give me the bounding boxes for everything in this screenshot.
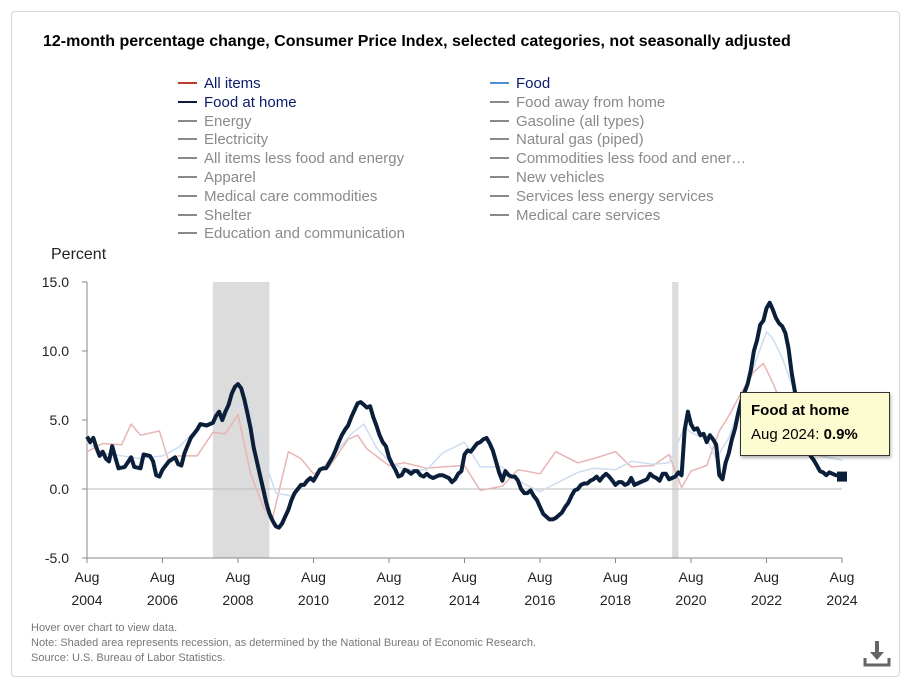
y-tick-label: 15.0 bbox=[42, 274, 69, 290]
x-tick-label: Aug bbox=[528, 569, 553, 585]
legend-label: All items less food and energy bbox=[204, 150, 405, 168]
x-tick-label: 2014 bbox=[449, 592, 480, 608]
legend-item[interactable]: Medical care commodities bbox=[178, 188, 377, 207]
hover-note: Hover over chart to view data. bbox=[31, 622, 178, 634]
x-tick-label: Aug bbox=[226, 569, 251, 585]
x-tick-label: 2018 bbox=[600, 592, 631, 608]
legend-label: Gasoline (all types) bbox=[516, 112, 645, 130]
tooltip-date: Aug 2024 bbox=[751, 426, 816, 443]
legend-swatch bbox=[490, 194, 509, 197]
legend-label: Natural gas (piped) bbox=[516, 131, 644, 149]
x-tick-label: Aug bbox=[301, 569, 326, 585]
x-tick-label: Aug bbox=[150, 569, 175, 585]
legend-swatch bbox=[490, 138, 509, 141]
legend-item[interactable]: Energy bbox=[178, 113, 252, 132]
series-line-all-items bbox=[86, 362, 843, 519]
legend-item[interactable]: Apparel bbox=[178, 169, 256, 188]
series-line-food bbox=[86, 330, 843, 497]
hover-marker bbox=[837, 471, 847, 482]
legend-item[interactable]: Education and communication bbox=[178, 225, 405, 244]
tooltip-row: Aug 2024: 0.9% bbox=[751, 426, 858, 443]
legend-swatch bbox=[490, 119, 509, 122]
legend-label: All items bbox=[204, 75, 261, 92]
legend-item[interactable]: Food away from home bbox=[490, 94, 665, 113]
legend-label: Medical care services bbox=[516, 206, 661, 224]
legend-swatch bbox=[178, 213, 197, 216]
x-tick-label: 2012 bbox=[373, 592, 404, 608]
x-tick-label: Aug bbox=[603, 569, 628, 585]
legend-label: Apparel bbox=[204, 169, 256, 186]
legend-item[interactable]: Food bbox=[490, 75, 550, 94]
legend-label: Shelter bbox=[204, 206, 252, 224]
legend-item[interactable]: Commodities less food and ener… bbox=[490, 150, 746, 169]
x-tick-label: Aug bbox=[679, 569, 704, 585]
chart-frame bbox=[11, 11, 900, 677]
chart-title: 12-month percentage change, Consumer Pri… bbox=[43, 33, 791, 50]
legend-item[interactable]: Services less energy services bbox=[490, 188, 714, 207]
legend-item[interactable]: All items bbox=[178, 75, 261, 94]
legend-item[interactable]: New vehicles bbox=[490, 169, 604, 188]
legend-label: Services less energy services bbox=[516, 187, 714, 205]
legend-swatch bbox=[490, 100, 509, 103]
legend-swatch bbox=[178, 232, 197, 235]
x-tick-label: 2008 bbox=[222, 592, 253, 608]
x-tick-label: Aug bbox=[377, 569, 402, 585]
legend-swatch bbox=[178, 194, 197, 197]
x-tick-label: Aug bbox=[75, 569, 100, 585]
legend-swatch bbox=[178, 119, 197, 122]
legend-swatch bbox=[178, 100, 197, 103]
legend-label: New vehicles bbox=[516, 169, 605, 186]
tooltip-value: 0.9% bbox=[823, 426, 858, 443]
legend-label: Food bbox=[516, 75, 551, 92]
legend-label: Medical care commodities bbox=[204, 187, 378, 205]
x-tick-label: Aug bbox=[754, 569, 779, 585]
download-icon[interactable] bbox=[862, 638, 892, 668]
legend-swatch bbox=[178, 82, 197, 85]
x-tick-label: 2022 bbox=[751, 592, 782, 608]
legend-item[interactable]: Natural gas (piped) bbox=[490, 131, 644, 150]
legend-label: Food at home bbox=[204, 93, 297, 111]
legend-label: Food away from home bbox=[516, 93, 666, 111]
x-tick-label: 2020 bbox=[675, 592, 706, 608]
y-axis-label: Percent bbox=[51, 246, 107, 263]
legend-item[interactable]: Shelter bbox=[178, 207, 252, 226]
legend-swatch bbox=[178, 157, 197, 160]
legend-label: Commodities less food and ener… bbox=[516, 150, 747, 168]
legend-swatch bbox=[490, 213, 509, 216]
legend-swatch bbox=[490, 176, 509, 179]
tooltip-title: Food at home bbox=[751, 402, 850, 419]
series-line-food-at-home bbox=[85, 300, 843, 530]
x-tick-label: 2004 bbox=[71, 592, 102, 608]
legend-swatch bbox=[178, 176, 197, 179]
y-tick-label: 10.0 bbox=[42, 343, 69, 359]
tooltip: Food at home Aug 2024: 0.9% bbox=[740, 392, 890, 456]
legend-label: Electricity bbox=[204, 131, 269, 149]
legend-swatch bbox=[490, 82, 509, 85]
x-tick-label: 2006 bbox=[147, 592, 178, 608]
x-tick-label: 2024 bbox=[826, 592, 857, 608]
legend-swatch bbox=[178, 138, 197, 141]
x-tick-label: 2016 bbox=[524, 592, 555, 608]
y-tick-label: -5.0 bbox=[45, 550, 69, 566]
x-tick-label: Aug bbox=[830, 569, 855, 585]
x-tick-label: Aug bbox=[452, 569, 477, 585]
legend-label: Energy bbox=[204, 112, 252, 130]
legend-item[interactable]: All items less food and energy bbox=[178, 150, 404, 169]
legend-swatch bbox=[490, 157, 509, 160]
y-tick-label: 0.0 bbox=[50, 481, 70, 497]
legend-item[interactable]: Medical care services bbox=[490, 207, 660, 226]
y-tick-label: 5.0 bbox=[50, 412, 70, 428]
legend-item[interactable]: Food at home bbox=[178, 94, 297, 113]
recession-note: Note: Shaded area represents recession, … bbox=[31, 637, 537, 649]
legend-item[interactable]: Gasoline (all types) bbox=[490, 113, 644, 132]
source-note: Source: U.S. Bureau of Labor Statistics. bbox=[31, 652, 226, 664]
recession-band bbox=[672, 282, 679, 558]
chart-notes: Hover over chart to view data. Note: Sha… bbox=[31, 621, 536, 666]
legend-label: Education and communication bbox=[204, 225, 405, 243]
x-tick-label: 2010 bbox=[298, 592, 329, 608]
legend-item[interactable]: Electricity bbox=[178, 131, 268, 150]
